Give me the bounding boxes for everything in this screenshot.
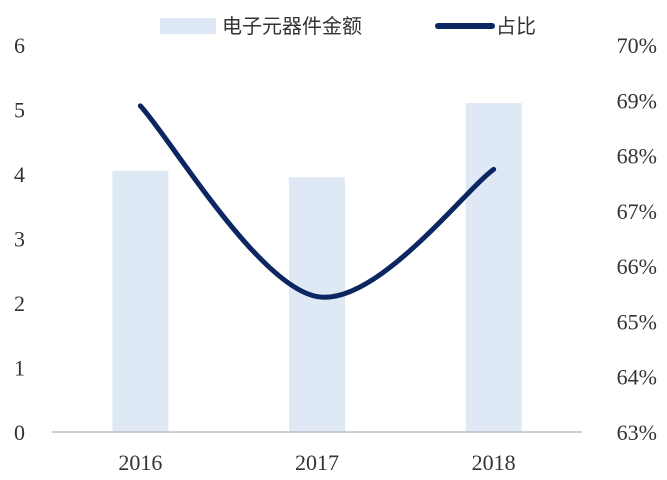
x-tick-label: 2016 bbox=[118, 450, 162, 475]
right-tick-label: 66% bbox=[617, 254, 657, 279]
right-tick-label: 70% bbox=[617, 33, 657, 58]
left-tick-label: 0 bbox=[14, 420, 25, 445]
bar-2017 bbox=[289, 177, 345, 432]
left-tick-label: 6 bbox=[14, 33, 25, 58]
bar-2018 bbox=[465, 103, 522, 433]
x-tick-label: 2017 bbox=[295, 450, 339, 475]
right-tick-label: 69% bbox=[617, 88, 657, 113]
right-tick-label: 68% bbox=[617, 144, 657, 169]
left-tick-label: 5 bbox=[14, 98, 25, 123]
x-axis: 2016 2017 2018 bbox=[118, 450, 515, 475]
right-y-axis: 63% 64% 65% 66% 67% 68% 69% 70% bbox=[617, 33, 657, 445]
right-tick-label: 65% bbox=[617, 309, 657, 334]
left-tick-label: 1 bbox=[14, 356, 25, 381]
legend: 电子元器件金额 占比 bbox=[160, 14, 536, 38]
bar-series bbox=[112, 103, 522, 433]
legend-line-label: 占比 bbox=[496, 14, 536, 38]
left-y-axis: 0 1 2 3 4 5 6 bbox=[14, 33, 25, 445]
x-tick-label: 2018 bbox=[472, 450, 516, 475]
line-series bbox=[137, 103, 497, 300]
left-tick-label: 3 bbox=[14, 227, 25, 252]
right-tick-label: 67% bbox=[617, 199, 657, 224]
right-tick-label: 64% bbox=[617, 365, 657, 390]
legend-bar-label: 电子元器件金额 bbox=[222, 14, 362, 38]
right-tick-label: 63% bbox=[617, 420, 657, 445]
left-tick-label: 2 bbox=[14, 291, 25, 316]
bar-2016 bbox=[112, 170, 169, 432]
left-tick-label: 4 bbox=[14, 162, 25, 187]
legend-bar-swatch bbox=[160, 18, 216, 34]
